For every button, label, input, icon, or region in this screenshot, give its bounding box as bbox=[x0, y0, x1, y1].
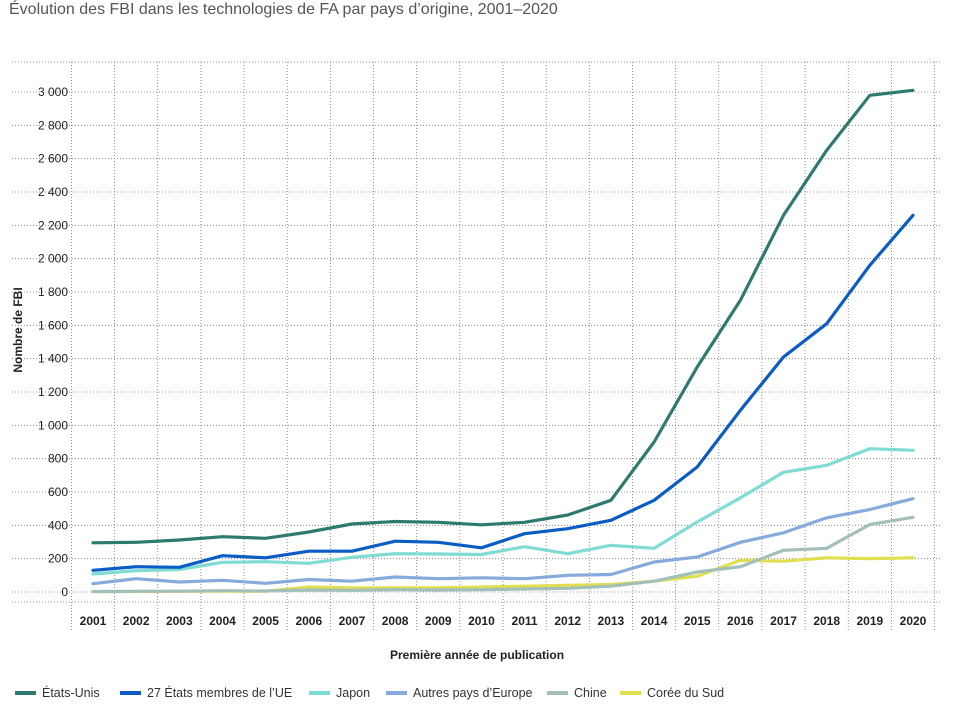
y-tick-label: 400 bbox=[48, 518, 68, 532]
x-tick-label: 2019 bbox=[856, 614, 883, 628]
legend-label: Corée du Sud bbox=[647, 686, 724, 700]
series-line bbox=[91, 515, 915, 594]
x-tick-label: 2014 bbox=[641, 614, 668, 628]
y-tick-label: 2 600 bbox=[38, 152, 68, 166]
x-tick-label: 2017 bbox=[770, 614, 797, 628]
x-tick-label: 2008 bbox=[382, 614, 409, 628]
x-tick-label: 2016 bbox=[727, 614, 754, 628]
legend-label: 27 États membres de l’UE bbox=[147, 685, 292, 700]
x-tick-label: 2020 bbox=[900, 614, 927, 628]
y-tick-label: 2 800 bbox=[38, 118, 68, 132]
legend-label: Chine bbox=[574, 686, 607, 700]
x-tick-label: 2002 bbox=[123, 614, 150, 628]
y-tick-label: 3 000 bbox=[38, 85, 68, 99]
legend-item: Corée du Sud bbox=[620, 686, 724, 700]
x-tick-label: 2006 bbox=[295, 614, 322, 628]
x-axis-ticks: 2001 2002 2003 2004 2005 2006 2007 2008 2009 2010… bbox=[80, 614, 927, 628]
chart-title: Évolution des FBI dans les technologies … bbox=[9, 1, 558, 18]
x-tick-label: 2001 bbox=[80, 614, 107, 628]
x-tick-label: 2010 bbox=[468, 614, 495, 628]
y-tick-label: 600 bbox=[48, 485, 68, 499]
y-tick-label: 0 bbox=[61, 585, 68, 599]
x-tick-label: 2013 bbox=[598, 614, 625, 628]
legend-item: 27 États membres de l’UE bbox=[120, 685, 292, 700]
legend-item: Japon bbox=[309, 686, 370, 700]
y-tick-label: 2 200 bbox=[38, 218, 68, 232]
x-axis-title: Première année de publication bbox=[390, 648, 564, 662]
x-tick-label: 2005 bbox=[252, 614, 279, 628]
series-line bbox=[91, 213, 915, 572]
y-tick-label: 1 600 bbox=[38, 318, 68, 332]
legend-label: Autres pays d’Europe bbox=[413, 686, 533, 700]
y-tick-label: 2 400 bbox=[38, 185, 68, 199]
y-tick-label: 1 000 bbox=[38, 418, 68, 432]
y-tick-label: 1 800 bbox=[38, 285, 68, 299]
x-tick-label: 2004 bbox=[209, 614, 236, 628]
x-tick-label: 2003 bbox=[166, 614, 193, 628]
series-line bbox=[91, 447, 915, 576]
x-tick-label: 2015 bbox=[684, 614, 711, 628]
y-axis-ticks: 0 200 400 600 800 1 000 1 200 1 400 1 600 1 800 2 … bbox=[38, 85, 68, 599]
legend-item: Autres pays d’Europe bbox=[386, 686, 533, 700]
y-tick-label: 200 bbox=[48, 552, 68, 566]
y-tick-label: 1 400 bbox=[38, 352, 68, 366]
series-line bbox=[91, 88, 915, 545]
x-tick-label: 2018 bbox=[813, 614, 840, 628]
x-tick-label: 2009 bbox=[425, 614, 452, 628]
y-tick-label: 1 200 bbox=[38, 385, 68, 399]
x-tick-label: 2012 bbox=[554, 614, 581, 628]
legend-label: Japon bbox=[336, 686, 370, 700]
x-tick-label: 2007 bbox=[339, 614, 366, 628]
y-tick-label: 2 000 bbox=[38, 252, 68, 266]
legend-item: États-Unis bbox=[15, 685, 100, 700]
series-lines bbox=[91, 88, 915, 594]
legend-label: États-Unis bbox=[42, 685, 100, 700]
y-axis-title: Nombre de FBI bbox=[11, 287, 25, 372]
y-tick-label: 800 bbox=[48, 452, 68, 466]
series-line bbox=[91, 497, 915, 586]
legend-item: Chine bbox=[547, 686, 607, 700]
legend: États-Unis 27 États membres de l’UE Japon A… bbox=[15, 685, 724, 700]
x-tick-label: 2011 bbox=[512, 614, 538, 628]
